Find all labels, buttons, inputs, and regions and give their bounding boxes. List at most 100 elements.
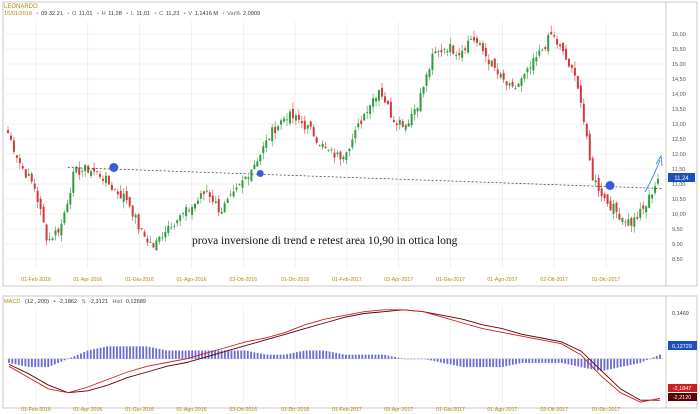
candle-body — [413, 109, 416, 115]
macd-hist-bar — [377, 354, 380, 359]
macd-x-axis: 01-Feb-2016 01-Apr-2016 01-Giu-2016 01-Ago-… — [21, 407, 620, 413]
candle-body — [262, 146, 265, 154]
macd-hist-bar — [279, 354, 282, 359]
macd-hist-bar — [24, 358, 27, 367]
candle-body — [93, 167, 96, 172]
macd-hist-bar — [217, 350, 220, 359]
macd-hist-bar — [188, 350, 190, 359]
macd-x-tick-label: 01-Dic-2016 — [281, 407, 309, 413]
candle-body — [256, 161, 259, 167]
candle-body — [196, 200, 199, 205]
candle-body — [591, 158, 594, 181]
candle-body — [327, 150, 330, 152]
candle-body — [152, 243, 155, 248]
macd-hist-bar — [570, 358, 573, 366]
macd-hist-bar — [109, 346, 112, 359]
candle-body — [461, 50, 464, 58]
candle-body — [318, 145, 321, 147]
candle-body — [107, 175, 110, 185]
candle-body — [15, 155, 18, 158]
macd-hist-bar — [161, 349, 164, 359]
candle-body — [78, 167, 81, 175]
candle-body — [140, 228, 143, 229]
candle-body — [179, 215, 182, 221]
macd-hist-bar — [417, 358, 419, 360]
macd-signal-line — [8, 309, 660, 401]
candle-body — [321, 143, 324, 148]
candle-body — [7, 130, 9, 134]
macd-hist-bar — [616, 358, 619, 368]
symbol-title: LEONARDO — [4, 4, 38, 10]
macd-hist-bar — [367, 354, 370, 359]
macd-hist-bar — [237, 350, 239, 359]
candle-body — [244, 176, 247, 180]
macd-hist-bar — [606, 358, 609, 370]
macd-x-tick-label: 03-Ott-2016 — [229, 407, 257, 413]
signal-value: -2,3121 — [89, 299, 108, 305]
price-panel[interactable] — [2, 1, 667, 287]
macd-hist-bar — [364, 354, 367, 359]
candle-body — [425, 74, 428, 86]
macd-x-tick-label: 01-Giu-2017 — [436, 407, 465, 413]
macd-hist-bar — [315, 350, 318, 359]
candle-body — [75, 166, 78, 173]
macd-hist-bar — [626, 358, 629, 366]
macd-value: -2,1862 — [58, 299, 77, 305]
macd-hist-bar — [649, 358, 652, 360]
candle-body — [422, 86, 425, 94]
candle-body — [303, 120, 306, 130]
macd-hist-bar — [574, 358, 576, 366]
price-y-tick-label: 12,00 — [672, 152, 686, 158]
candle-body — [544, 47, 547, 50]
macd-hist-bar — [567, 358, 570, 365]
macd-hist-bar — [158, 348, 161, 359]
header-date: 16/01/2018 — [4, 11, 32, 17]
macd-hist-bar — [135, 346, 138, 359]
macd-hist-bar — [508, 358, 511, 366]
candle-body — [238, 183, 241, 185]
candle-body — [369, 105, 372, 114]
macd-hist-bar — [112, 346, 115, 359]
macd-hist-bar — [116, 346, 118, 359]
candle-body — [134, 215, 137, 218]
candle-body — [407, 123, 410, 127]
macd-hist-bar — [30, 358, 33, 368]
macd-hist-bar — [142, 346, 145, 359]
candle-body — [380, 87, 383, 97]
macd-line1-tag: -2,1847 — [673, 386, 692, 392]
candle-body — [511, 81, 514, 87]
macd-hist-bar — [276, 354, 279, 359]
candle-body — [475, 38, 478, 43]
candle-body — [291, 108, 294, 119]
close-icon: ▪ — [155, 11, 157, 17]
macd-hist-bar — [371, 354, 374, 359]
price-x-tick-label: 01-Dic-2016 — [281, 277, 309, 283]
candle-body — [110, 184, 113, 191]
macd-hist-bar — [659, 354, 661, 359]
candle-body — [484, 47, 487, 57]
candle-body — [113, 189, 116, 191]
change-icon: ▪ — [223, 11, 225, 17]
candle-body — [274, 126, 277, 134]
price-y-tick-label: 14,00 — [672, 92, 686, 98]
macd-hist-bar — [453, 358, 455, 366]
chart-overlays — [67, 154, 663, 193]
macd-hist-bar — [482, 358, 485, 368]
macd-hist-bar — [632, 358, 635, 365]
macd-hist-bar — [224, 350, 226, 359]
macd-panel[interactable] — [2, 295, 667, 409]
macd-hist-bar — [273, 354, 275, 359]
macd-hist-bar — [335, 352, 338, 359]
macd-hist-bar — [587, 358, 589, 369]
chart-annotation: prova inversione di trend e retest area … — [192, 235, 458, 247]
candle-body — [636, 217, 639, 219]
candle-body — [342, 156, 345, 160]
candle-body — [45, 224, 48, 241]
macd-hist-bar — [528, 358, 531, 363]
macd-hist-bar — [387, 355, 390, 359]
macd-hist-bar — [564, 358, 567, 364]
candle-body — [137, 214, 140, 230]
price-x-tick-label: 01-Ago-2016 — [176, 277, 206, 283]
candle-body — [226, 198, 229, 204]
candle-body — [280, 120, 283, 125]
